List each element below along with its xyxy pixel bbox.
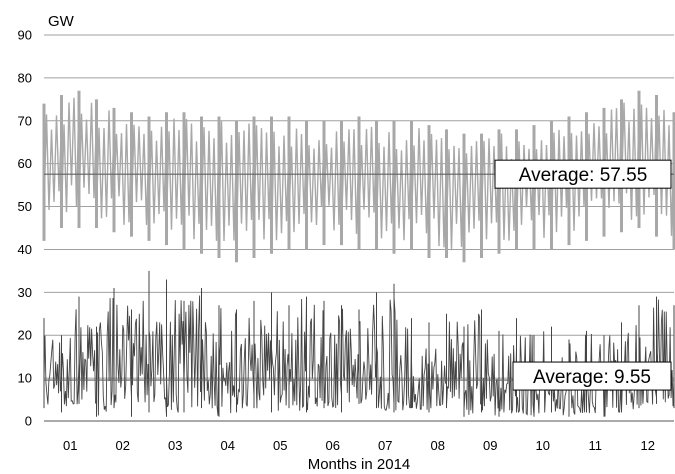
series-line [218, 308, 237, 414]
series-line [43, 335, 62, 405]
series-line [463, 313, 482, 415]
series-line [130, 124, 150, 225]
y-tick-label: 70 [18, 113, 32, 128]
average-label-box [512, 361, 672, 391]
y-tick-label: 80 [18, 70, 32, 85]
series-line [410, 128, 430, 234]
series-line [375, 132, 395, 239]
x-axis-label: Months in 2014 [308, 456, 411, 473]
series-line [253, 319, 272, 409]
series-line [393, 296, 412, 411]
series-line [60, 95, 80, 217]
series-line [603, 335, 622, 417]
series-line [323, 315, 342, 409]
y-axis-tick-labels: 0 10 20 30 40 50 60 70 80 90 [18, 28, 32, 429]
series-line [95, 110, 115, 219]
y-tick-label: 60 [18, 156, 32, 171]
series-line [235, 123, 255, 246]
series-line [463, 140, 483, 249]
series-line [78, 325, 97, 405]
series-line [358, 126, 378, 219]
x-tick-label: 06 [326, 438, 340, 453]
series-line [393, 129, 413, 241]
y-tick-label: 20 [18, 328, 32, 343]
series-line [183, 295, 202, 408]
x-axis-tick-labels: 01 02 03 04 05 06 07 08 09 10 11 12 [63, 438, 655, 453]
y-tick-label: 0 [25, 414, 32, 429]
series-line [113, 304, 132, 408]
series-line [288, 128, 308, 233]
x-tick-label: 01 [63, 438, 77, 453]
series-line [218, 121, 238, 242]
series-line [306, 304, 325, 411]
series-line [96, 297, 115, 416]
series-line [270, 131, 290, 246]
series-line [446, 321, 465, 407]
series-line [166, 300, 185, 413]
y-axis-label: GW [48, 13, 75, 30]
series-line [428, 346, 447, 409]
x-tick-label: 04 [221, 438, 235, 453]
x-tick-label: 11 [589, 438, 603, 453]
y-tick-label: 50 [18, 199, 32, 214]
series-line [113, 123, 133, 225]
x-tick-label: 12 [641, 438, 655, 453]
series-line [498, 133, 518, 244]
series-line [481, 339, 500, 416]
series-line [445, 143, 465, 251]
series-line [288, 297, 307, 411]
series-line [323, 126, 343, 231]
average-layer: Average: 57.55 Average: 9.55 [44, 159, 674, 391]
series-line [428, 133, 448, 248]
series-line [78, 102, 98, 218]
average-label-box [494, 159, 672, 189]
y-tick-label: 30 [18, 285, 32, 300]
series-line [253, 125, 273, 240]
x-tick-label: 07 [378, 438, 392, 453]
average-label: Average: 57.55 [519, 165, 648, 186]
series-line [480, 134, 500, 240]
series-line [131, 300, 150, 403]
series-line [43, 114, 63, 212]
series-line [358, 304, 377, 404]
y-tick-label: 90 [18, 28, 32, 43]
series-line [148, 126, 168, 224]
y-tick-label: 40 [18, 242, 32, 257]
series-line [165, 118, 185, 230]
series-line [656, 299, 675, 407]
average-label: Average: 9.55 [533, 367, 651, 388]
series-line [305, 136, 325, 226]
series-line [183, 119, 203, 240]
x-tick-label: 02 [116, 438, 130, 453]
series-line [411, 348, 430, 410]
series-line [376, 299, 395, 411]
series-line [498, 334, 517, 414]
x-tick-label: 10 [536, 438, 550, 453]
series-line [201, 322, 220, 416]
series-line [516, 334, 535, 416]
x-tick-label: 05 [273, 438, 287, 453]
series-line [200, 125, 220, 241]
x-tick-label: 08 [431, 438, 445, 453]
x-tick-label: 03 [168, 438, 182, 453]
series-line [236, 317, 255, 409]
y-tick-label: 10 [18, 371, 32, 386]
x-tick-label: 09 [483, 438, 497, 453]
series-line [148, 321, 167, 416]
series-line [271, 311, 290, 411]
series-line [61, 309, 80, 407]
